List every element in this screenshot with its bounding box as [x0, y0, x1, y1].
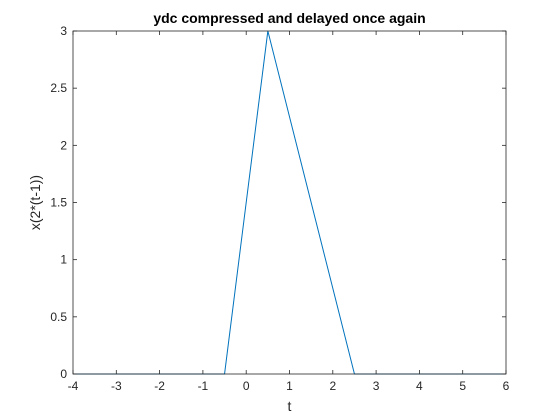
x-tick-label: 5 [459, 379, 466, 393]
y-tick-label: 2 [60, 138, 67, 152]
x-tick-label: 4 [416, 379, 423, 393]
x-axis-label: t [288, 398, 292, 414]
x-tick-label: -3 [111, 379, 122, 393]
x-tick-label: -4 [68, 379, 79, 393]
x-tick-label: 3 [373, 379, 380, 393]
y-tick-label: 0 [60, 367, 67, 381]
plot-area [73, 31, 506, 374]
y-tick-label: 0.5 [50, 310, 67, 324]
x-tick-label: 1 [286, 379, 293, 393]
y-tick-label: 1.5 [50, 196, 67, 210]
y-axis-label: x(2*(t-1)) [27, 175, 43, 230]
x-tick-label: -2 [154, 379, 165, 393]
y-tick-label: 3 [60, 24, 67, 38]
chart-title: ydc compressed and delayed once again [153, 10, 425, 26]
y-tick-label: 2.5 [50, 81, 67, 95]
x-tick-label: 2 [329, 379, 336, 393]
x-tick-label: 0 [243, 379, 250, 393]
x-tick-label: 6 [503, 379, 510, 393]
y-tick-label: 1 [60, 253, 67, 267]
x-tick-label: -1 [198, 379, 209, 393]
